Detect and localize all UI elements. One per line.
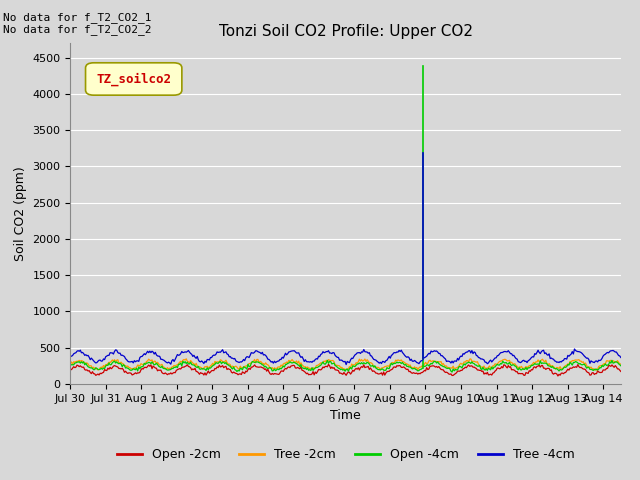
- Open -2cm: [332, 367, 340, 373]
- Tree -2cm: [329, 358, 337, 363]
- Open -2cm: [606, 363, 614, 369]
- Tree -4cm: [315, 353, 323, 359]
- Tree -2cm: [396, 358, 403, 363]
- Open -4cm: [233, 369, 241, 374]
- Open -4cm: [324, 358, 332, 363]
- Open -4cm: [320, 361, 328, 367]
- Open -4cm: [419, 365, 426, 371]
- Open -4cm: [316, 363, 323, 369]
- Text: TZ_soilco2: TZ_soilco2: [96, 72, 171, 85]
- Open -2cm: [324, 361, 332, 367]
- Open -2cm: [365, 367, 373, 372]
- Tree -2cm: [332, 362, 340, 368]
- Tree -4cm: [117, 352, 125, 358]
- Open -4cm: [358, 360, 365, 365]
- Tree -2cm: [617, 361, 625, 367]
- Tree -2cm: [593, 367, 600, 373]
- Open -2cm: [554, 373, 562, 379]
- Line: Open -4cm: Open -4cm: [70, 360, 422, 372]
- Open -2cm: [329, 365, 337, 371]
- Tree -4cm: [248, 350, 256, 356]
- Tree -2cm: [365, 360, 373, 366]
- Open -4cm: [117, 361, 125, 367]
- Open -4cm: [67, 362, 74, 368]
- Tree -4cm: [342, 362, 350, 368]
- Tree -4cm: [67, 353, 74, 359]
- Line: Tree -2cm: Tree -2cm: [70, 359, 621, 370]
- Open -2cm: [519, 371, 527, 376]
- Legend: Open -2cm, Tree -2cm, Open -4cm, Tree -4cm: Open -2cm, Tree -2cm, Open -4cm, Tree -4…: [112, 444, 579, 467]
- Tree -2cm: [182, 356, 190, 362]
- Title: Tonzi Soil CO2 Profile: Upper CO2: Tonzi Soil CO2 Profile: Upper CO2: [219, 24, 472, 39]
- Tree -4cm: [319, 349, 327, 355]
- Tree -4cm: [356, 350, 364, 356]
- Tree -4cm: [378, 360, 385, 366]
- Text: No data for f_T2_CO2_2: No data for f_T2_CO2_2: [3, 24, 152, 35]
- Tree -2cm: [67, 361, 74, 367]
- Line: Open -2cm: Open -2cm: [70, 364, 621, 376]
- Tree -2cm: [606, 358, 614, 363]
- Y-axis label: Soil CO2 (ppm): Soil CO2 (ppm): [14, 166, 27, 261]
- Open -2cm: [617, 369, 625, 374]
- Open -2cm: [67, 367, 74, 372]
- Open -4cm: [250, 359, 257, 365]
- X-axis label: Time: Time: [330, 409, 361, 422]
- Open -2cm: [396, 363, 403, 369]
- Tree -2cm: [519, 366, 527, 372]
- Text: No data for f_T2_CO2_1: No data for f_T2_CO2_1: [3, 12, 152, 23]
- Line: Tree -4cm: Tree -4cm: [70, 349, 422, 365]
- FancyBboxPatch shape: [86, 63, 182, 95]
- Tree -4cm: [360, 347, 367, 352]
- Open -4cm: [378, 366, 385, 372]
- Tree -4cm: [419, 358, 426, 363]
